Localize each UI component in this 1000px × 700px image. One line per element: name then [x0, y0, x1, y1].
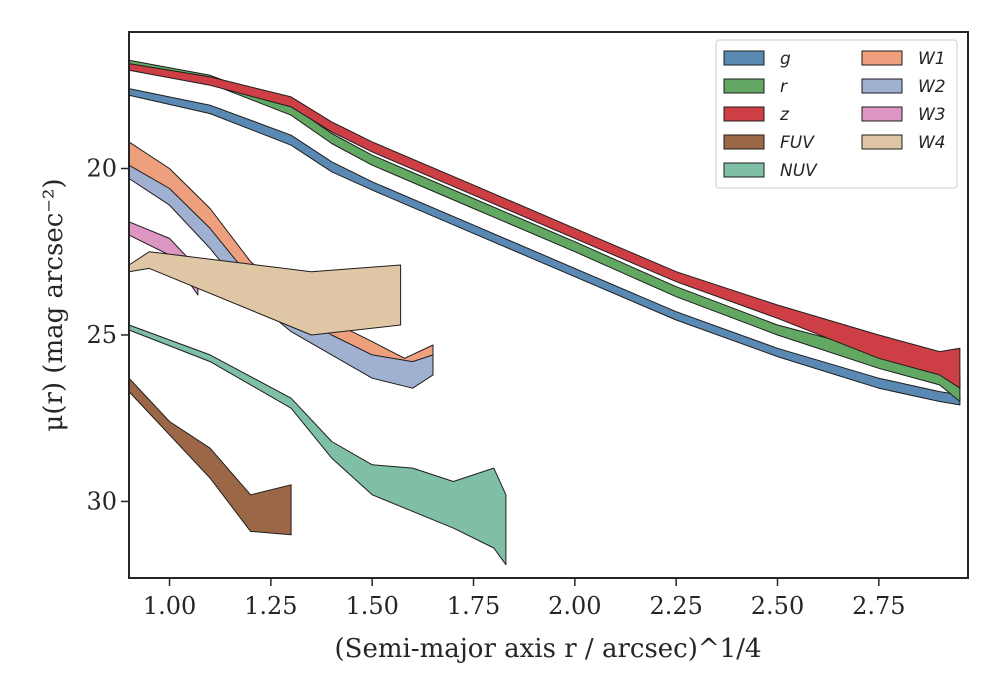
y-tick-label: 20: [86, 155, 117, 183]
legend-label-w1: W1: [918, 49, 946, 69]
plot-frame: [128, 31, 969, 579]
x-axis-label: (Semi-major axis r / arcsec)^1/4: [334, 634, 761, 664]
legend-label-r: r: [780, 77, 788, 97]
band-fuv: [128, 377, 292, 536]
legend-swatch-g: [723, 50, 765, 66]
band-r: [128, 59, 961, 402]
legend-swatch-w4: [861, 134, 903, 150]
band-g: [128, 88, 961, 406]
legend-swatch-w1: [861, 50, 903, 66]
legend-label-w4: W4: [918, 133, 946, 153]
legend-box: [715, 39, 958, 189]
legend: grz FUV NUV W1 W2 W3 W4: [715, 39, 958, 189]
x-tick-label: 1.25: [244, 592, 297, 620]
x-tick-label: 2.50: [751, 592, 804, 620]
y-axis-label: μ(r) (mag arcsec⁻²): [39, 178, 69, 431]
legend-label-z: z: [779, 105, 790, 125]
legend-swatch-w3: [861, 106, 903, 122]
legend-label-w3: W3: [918, 105, 946, 125]
y-tick-label: 30: [86, 487, 117, 515]
x-axis-ticks: 1.00 1.25 1.50 1.75 2.00 2.25 2.50 2.75: [143, 578, 906, 620]
x-tick-label: 2.75: [852, 592, 905, 620]
x-tick-label: 2.25: [649, 592, 702, 620]
y-tick-label: 25: [86, 321, 117, 349]
legend-label-g: g: [780, 49, 791, 69]
x-tick-label: 1.50: [345, 592, 398, 620]
legend-swatch-w2: [861, 78, 903, 94]
y-axis-ticks: 20 25 30: [86, 155, 129, 515]
band-w4: [128, 251, 402, 336]
legend-swatch-fuv: [723, 134, 765, 150]
profile-bands: [128, 59, 961, 566]
legend-label-w2: W2: [918, 77, 946, 97]
x-tick-label: 2.00: [548, 592, 601, 620]
legend-swatch-r: [723, 78, 765, 94]
legend-label-nuv: NUV: [780, 161, 818, 181]
x-tick-label: 1.75: [447, 592, 500, 620]
legend-label-fuv: FUV: [780, 133, 815, 153]
legend-swatch-z: [723, 106, 765, 122]
legend-swatch-nuv: [723, 162, 765, 178]
band-z: [128, 63, 961, 389]
x-tick-label: 1.00: [143, 592, 196, 620]
band-nuv: [128, 324, 507, 566]
